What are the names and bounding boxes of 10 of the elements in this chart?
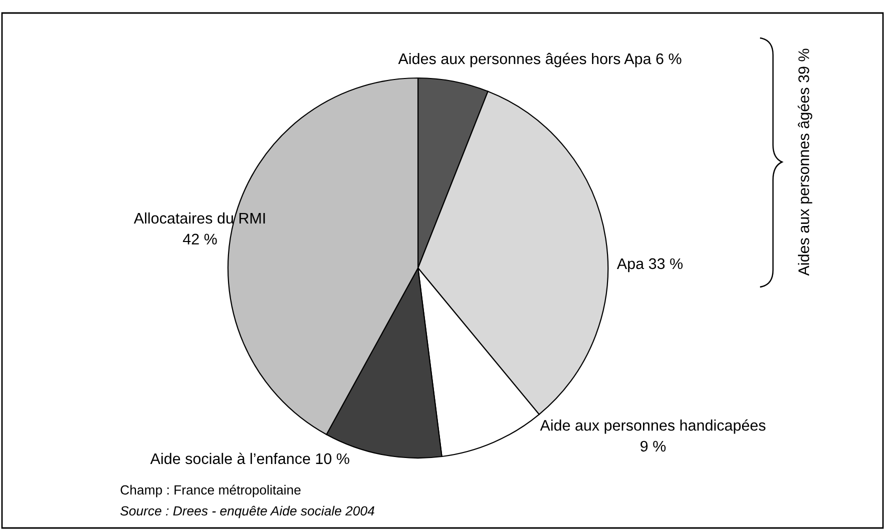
data-label: 9 % — [640, 440, 666, 452]
slice-label: Aides aux personnes âgées hors Apa 6 % — [398, 52, 682, 68]
data-label: 42 % — [182, 234, 217, 244]
text: Aides aux personnes âgées 39 % — [798, 48, 812, 276]
slice-label: Aide aux personnes handicapées — [540, 419, 766, 434]
slice-label: Aide sociale à l’enfance 10 % — [150, 452, 350, 464]
source-note: Source : Drees - enquête Aide sociale 2004 — [120, 506, 374, 518]
text: Champ : France métropolitaine — [120, 484, 301, 498]
slice-label: Apa 33 % — [616, 258, 683, 272]
slice-label: Allocataires du RMI — [134, 212, 265, 224]
